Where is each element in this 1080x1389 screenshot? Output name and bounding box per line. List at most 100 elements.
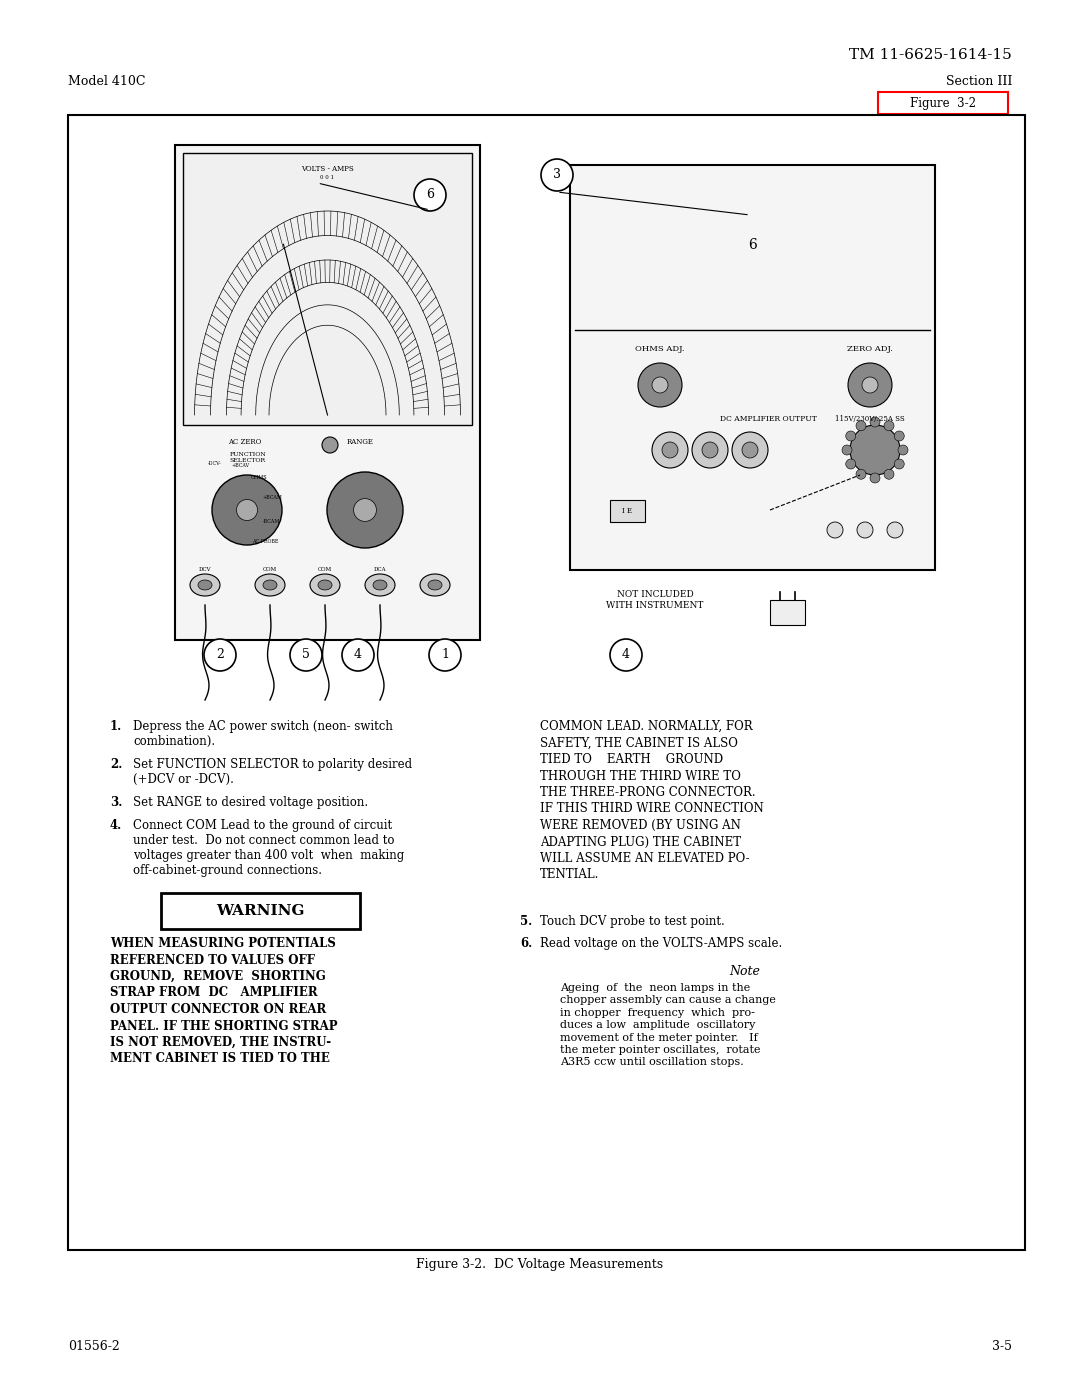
Text: I E: I E <box>622 507 632 515</box>
Circle shape <box>897 444 908 456</box>
Circle shape <box>885 421 894 431</box>
Circle shape <box>204 639 237 671</box>
Circle shape <box>702 442 718 458</box>
Circle shape <box>429 639 461 671</box>
Text: 5.: 5. <box>519 915 532 928</box>
Circle shape <box>342 639 374 671</box>
Ellipse shape <box>365 574 395 596</box>
Bar <box>610 500 645 522</box>
Text: 2: 2 <box>216 649 224 661</box>
Circle shape <box>894 458 904 469</box>
Circle shape <box>846 458 855 469</box>
Text: Set FUNCTION SELECTOR to polarity desired
(+DCV or -DCV).: Set FUNCTION SELECTOR to polarity desire… <box>133 758 413 786</box>
Text: COM: COM <box>262 567 278 572</box>
Bar <box>175 144 480 640</box>
Text: ZERO ADJ.: ZERO ADJ. <box>847 344 893 353</box>
Text: Section III: Section III <box>946 75 1012 88</box>
Ellipse shape <box>310 574 340 596</box>
Text: 2.: 2. <box>110 758 122 771</box>
Circle shape <box>353 499 377 521</box>
Text: 3-5: 3-5 <box>993 1340 1012 1353</box>
Text: Connect COM Lead to the ground of circuit
under test.  Do not connect common lea: Connect COM Lead to the ground of circui… <box>133 820 404 876</box>
Circle shape <box>638 363 681 407</box>
Circle shape <box>732 432 768 468</box>
Circle shape <box>322 438 338 453</box>
Text: AC ZERO: AC ZERO <box>228 438 261 446</box>
Text: -DCV-: -DCV- <box>207 461 221 467</box>
Circle shape <box>610 639 642 671</box>
Text: 6.: 6. <box>519 938 532 950</box>
Circle shape <box>414 179 446 211</box>
Text: 4: 4 <box>354 649 362 661</box>
Text: AC PROBE: AC PROBE <box>252 539 279 544</box>
Ellipse shape <box>255 574 285 596</box>
Circle shape <box>870 417 880 426</box>
Circle shape <box>662 442 678 458</box>
Text: OHMS ADJ.: OHMS ADJ. <box>635 344 685 353</box>
Text: 01556-2: 01556-2 <box>68 1340 120 1353</box>
Text: Note: Note <box>730 965 760 978</box>
Circle shape <box>856 469 866 479</box>
Text: FUNCTION
SELECTOR: FUNCTION SELECTOR <box>230 451 267 463</box>
Text: 115V/230V/.25A SS: 115V/230V/.25A SS <box>835 415 905 424</box>
Circle shape <box>848 363 892 407</box>
Text: WHEN MEASURING POTENTIALS
REFERENCED TO VALUES OFF
GROUND,  REMOVE  SHORTING
STR: WHEN MEASURING POTENTIALS REFERENCED TO … <box>110 938 337 1065</box>
Circle shape <box>652 376 669 393</box>
Text: OHMS: OHMS <box>251 475 268 481</box>
Bar <box>878 92 1008 114</box>
Circle shape <box>856 421 866 431</box>
Text: COMMON LEAD. NORMALLY, FOR
SAFETY, THE CABINET IS ALSO
TIED TO    EARTH    GROUN: COMMON LEAD. NORMALLY, FOR SAFETY, THE C… <box>540 720 764 882</box>
Ellipse shape <box>373 581 387 590</box>
Circle shape <box>858 522 873 538</box>
Circle shape <box>894 431 904 440</box>
Text: DC AMPLIFIER OUTPUT: DC AMPLIFIER OUTPUT <box>720 415 816 424</box>
Text: RANGE: RANGE <box>347 438 374 446</box>
Text: DCA: DCA <box>374 567 387 572</box>
Text: TM 11-6625-1614-15: TM 11-6625-1614-15 <box>849 49 1012 63</box>
Bar <box>183 153 472 425</box>
Text: VOLTS - AMPS: VOLTS - AMPS <box>301 165 354 174</box>
Text: 1: 1 <box>441 649 449 661</box>
Text: Figure  3-2: Figure 3-2 <box>910 96 976 110</box>
Circle shape <box>541 158 573 192</box>
Text: Ageing  of  the  neon lamps in the
chopper assembly can cause a change
in choppe: Ageing of the neon lamps in the chopper … <box>561 983 775 1067</box>
Text: 6: 6 <box>426 189 434 201</box>
Circle shape <box>842 444 852 456</box>
Circle shape <box>862 376 878 393</box>
Text: COM: COM <box>318 567 333 572</box>
Ellipse shape <box>264 581 276 590</box>
Circle shape <box>652 432 688 468</box>
Text: Figure 3-2.  DC Voltage Measurements: Figure 3-2. DC Voltage Measurements <box>417 1258 663 1271</box>
Text: 5: 5 <box>302 649 310 661</box>
Circle shape <box>850 425 900 475</box>
Circle shape <box>742 442 758 458</box>
Bar <box>68 115 1025 1250</box>
FancyBboxPatch shape <box>161 893 360 929</box>
Ellipse shape <box>190 574 220 596</box>
Text: DCV: DCV <box>199 567 212 572</box>
Text: 6: 6 <box>748 238 757 251</box>
Text: NOT INCLUDED
WITH INSTRUMENT: NOT INCLUDED WITH INSTRUMENT <box>606 590 704 610</box>
Text: Depress the AC power switch (neon- switch
combination).: Depress the AC power switch (neon- switc… <box>133 720 393 749</box>
Circle shape <box>885 469 894 479</box>
Text: Model 410C: Model 410C <box>68 75 146 88</box>
Circle shape <box>846 431 855 440</box>
Circle shape <box>827 522 843 538</box>
Circle shape <box>327 472 403 549</box>
Text: Set RANGE to desired voltage position.: Set RANGE to desired voltage position. <box>133 796 368 808</box>
Text: WARNING: WARNING <box>216 904 305 918</box>
Text: 4.: 4. <box>110 820 122 832</box>
Bar <box>570 165 935 569</box>
Text: 0 0 1: 0 0 1 <box>321 175 335 181</box>
Bar <box>770 600 805 625</box>
Text: 1.: 1. <box>110 720 122 733</box>
Circle shape <box>237 500 257 521</box>
Circle shape <box>870 474 880 483</box>
Text: +BCAM: +BCAM <box>262 496 282 500</box>
Circle shape <box>692 432 728 468</box>
Text: Touch DCV probe to test point.: Touch DCV probe to test point. <box>540 915 725 928</box>
Circle shape <box>291 639 322 671</box>
Circle shape <box>887 522 903 538</box>
Text: -BCAM: -BCAM <box>262 518 280 524</box>
Text: 3: 3 <box>553 168 561 182</box>
